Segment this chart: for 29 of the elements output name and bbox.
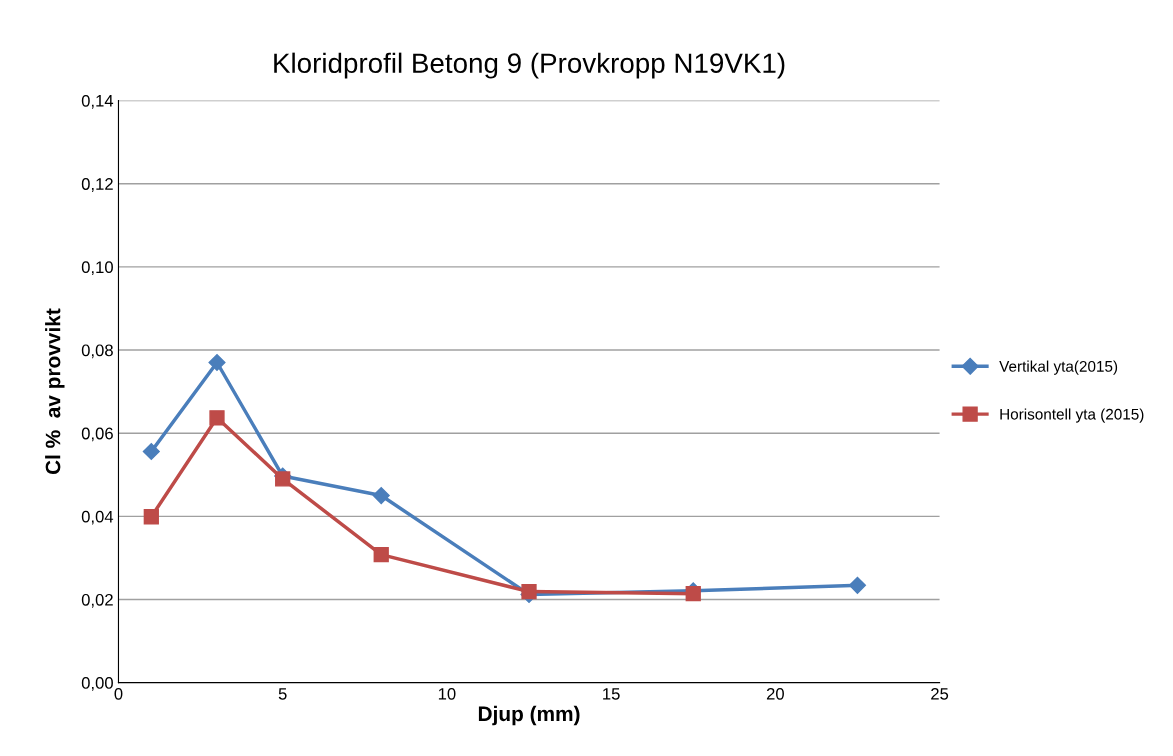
y-tick-label: 0,14 bbox=[81, 94, 114, 109]
y-tick-label: 0,02 bbox=[81, 593, 113, 608]
point bbox=[848, 576, 867, 594]
y-tick-label: 0,12 bbox=[81, 178, 113, 192]
x-tick-label: 10 bbox=[438, 687, 456, 700]
y-axis-title: Cl % av provvikt bbox=[45, 308, 65, 475]
y-tick-label: 0,10 bbox=[81, 261, 113, 276]
point bbox=[209, 410, 225, 426]
x-tick-label: 15 bbox=[603, 688, 620, 700]
y-tick-label: 0,00 bbox=[81, 677, 113, 691]
y-tick-label: 0,06 bbox=[81, 427, 113, 442]
legend-label: Horisontell yta (2015) bbox=[1000, 408, 1144, 423]
point bbox=[142, 442, 160, 461]
point bbox=[685, 586, 701, 602]
point bbox=[208, 353, 226, 372]
legend-label: Vertikal yta(2015) bbox=[999, 360, 1118, 375]
x-tick-label: 5 bbox=[278, 688, 287, 700]
point bbox=[275, 471, 291, 487]
point bbox=[143, 509, 159, 525]
x-tick-label: 25 bbox=[931, 687, 949, 700]
point bbox=[372, 487, 390, 505]
x-tick-label: 20 bbox=[766, 687, 784, 700]
y-tick-label: 0,04 bbox=[81, 510, 114, 525]
chart-title: Kloridprofil Betong 9 (Provkropp N19VK1) bbox=[274, 52, 785, 79]
point bbox=[373, 546, 389, 563]
point bbox=[521, 583, 537, 600]
y-tick-label: 0,08 bbox=[81, 344, 113, 359]
x-tick-label: 0 bbox=[114, 687, 123, 700]
x-axis-title: Djup (mm) bbox=[478, 705, 580, 726]
